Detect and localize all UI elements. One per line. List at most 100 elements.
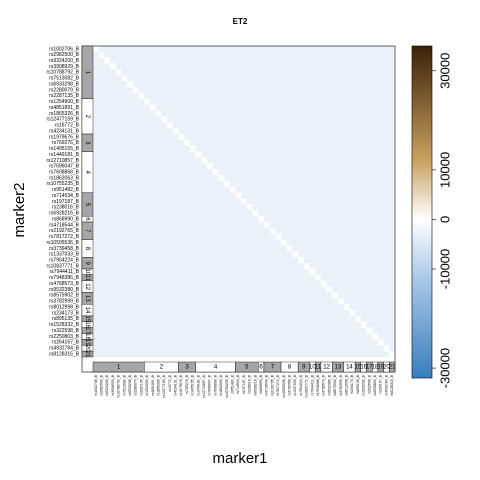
heat-cell: [138, 92, 145, 100]
heat-cell: [360, 315, 367, 322]
heat-cell: [343, 163, 350, 170]
heat-cell: [246, 151, 253, 158]
heat-cell: [212, 175, 219, 182]
heat-cell: [178, 327, 185, 334]
heat-cell: [252, 139, 259, 146]
heat-cell: [178, 339, 185, 346]
heat-cell: [235, 139, 242, 146]
heat-cell: [377, 180, 384, 188]
heat-cell: [281, 75, 287, 82]
heat-cell: [110, 222, 116, 229]
heat-cell: [389, 274, 396, 281]
heat-cell: [161, 268, 168, 276]
heat-cell: [275, 110, 282, 117]
heat-cell: [189, 274, 196, 281]
heat-cell: [161, 198, 168, 205]
heat-cell: [355, 321, 362, 328]
heat-cell: [155, 92, 162, 100]
heat-cell: [132, 310, 139, 317]
heat-cell: [235, 69, 242, 76]
heat-cell: [144, 351, 151, 358]
heat-cell: [98, 263, 105, 270]
heat-cell: [110, 139, 116, 146]
heat-cell: [303, 87, 310, 94]
heat-cell: [127, 292, 134, 299]
heat-cell: [178, 304, 185, 311]
heat-cell: [161, 163, 168, 170]
heat-cell: [252, 110, 259, 117]
heat-cell: [298, 57, 305, 64]
heat-cell: [372, 292, 379, 299]
x-tick-label: rs4718544_B: [265, 374, 269, 395]
heat-cell: [320, 51, 327, 58]
heat-cell: [246, 139, 253, 146]
heat-cell: [252, 239, 259, 246]
heat-cell: [195, 257, 202, 264]
heat-cell: [121, 339, 128, 346]
heat-cell: [115, 175, 122, 182]
heat-cell: [338, 310, 344, 317]
heat-cell: [104, 257, 111, 264]
heat-cell: [212, 69, 219, 76]
heat-cell: [93, 216, 99, 223]
heat-cell: [195, 351, 202, 358]
heat-cell: [349, 169, 356, 176]
heat-cell: [132, 333, 139, 340]
heat-cell: [241, 321, 248, 328]
y-band-label: 6: [84, 217, 90, 221]
heat-cell: [93, 263, 99, 270]
heat-cell: [326, 180, 333, 188]
heat-cell: [132, 321, 139, 328]
heat-cell: [93, 210, 99, 217]
heat-cell: [132, 116, 139, 123]
heat-cell: [281, 157, 287, 164]
heat-cell: [263, 75, 270, 82]
heat-cell: [309, 286, 316, 293]
x-tick-label: rs7904224_B: [299, 374, 303, 395]
heat-cell: [383, 251, 390, 258]
heat-cell: [246, 92, 253, 100]
heat-cell: [144, 92, 151, 100]
heat-cell: [229, 75, 236, 82]
heat-cell: [269, 157, 276, 164]
heat-cell: [189, 46, 196, 53]
heat-cell: [263, 327, 270, 334]
heat-cell: [286, 180, 293, 188]
heat-cell: [252, 263, 259, 270]
heat-cell: [138, 345, 145, 352]
heat-cell: [269, 92, 276, 100]
heat-cell: [360, 57, 367, 64]
heat-cell: [258, 227, 265, 234]
heat-cell: [155, 216, 162, 223]
heat-cell: [326, 251, 333, 258]
heat-cell: [132, 268, 139, 276]
heat-cell: [372, 139, 379, 146]
heat-cell: [332, 204, 339, 211]
heat-cell: [281, 180, 287, 188]
heat-cell: [172, 304, 179, 311]
heat-cell: [372, 204, 379, 211]
heat-cell: [132, 81, 139, 88]
heat-cell: [189, 104, 196, 111]
heat-cell: [389, 92, 396, 100]
heat-cell: [298, 110, 305, 117]
heat-cell: [269, 110, 276, 117]
heat-cell: [298, 280, 305, 287]
heat-cell: [332, 75, 339, 82]
heat-cell: [246, 204, 253, 211]
heat-cell: [161, 128, 168, 135]
heat-cell: [315, 257, 322, 264]
heat-cell: [218, 222, 225, 229]
heat-cell: [93, 280, 99, 287]
heat-cell: [127, 87, 134, 94]
heat-cell: [309, 98, 316, 105]
heat-cell: [149, 116, 156, 123]
heat-cell: [218, 157, 225, 164]
heat-cell: [332, 245, 339, 252]
heat-cell: [281, 169, 287, 176]
heat-cell: [115, 274, 122, 281]
heat-cell: [110, 46, 116, 53]
heat-cell: [218, 274, 225, 281]
heat-cell: [338, 139, 344, 146]
heat-cell: [366, 63, 373, 70]
